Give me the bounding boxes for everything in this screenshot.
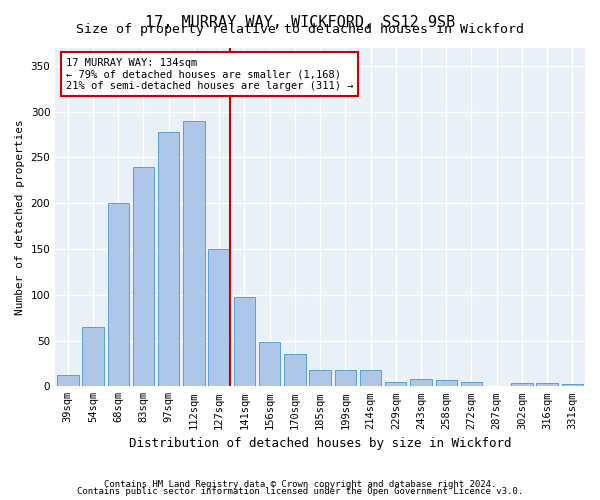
- Bar: [107, 203, 129, 386]
- Bar: [158, 132, 179, 386]
- Bar: [57, 376, 79, 386]
- Bar: [233, 298, 255, 386]
- Text: Contains public sector information licensed under the Open Government Licence v3: Contains public sector information licen…: [77, 488, 523, 496]
- Bar: [436, 380, 457, 386]
- Text: 17, MURRAY WAY, WICKFORD, SS12 9SB: 17, MURRAY WAY, WICKFORD, SS12 9SB: [145, 15, 455, 30]
- Y-axis label: Number of detached properties: Number of detached properties: [15, 119, 25, 315]
- X-axis label: Distribution of detached houses by size in Wickford: Distribution of detached houses by size …: [129, 437, 511, 450]
- Bar: [284, 354, 305, 386]
- Bar: [461, 382, 482, 386]
- Bar: [82, 327, 104, 386]
- Bar: [410, 379, 432, 386]
- Text: Size of property relative to detached houses in Wickford: Size of property relative to detached ho…: [76, 22, 524, 36]
- Bar: [183, 121, 205, 386]
- Bar: [133, 166, 154, 386]
- Bar: [511, 382, 533, 386]
- Bar: [335, 370, 356, 386]
- Text: 17 MURRAY WAY: 134sqm
← 79% of detached houses are smaller (1,168)
21% of semi-d: 17 MURRAY WAY: 134sqm ← 79% of detached …: [66, 58, 353, 91]
- Bar: [310, 370, 331, 386]
- Bar: [562, 384, 583, 386]
- Bar: [259, 342, 280, 386]
- Bar: [360, 370, 381, 386]
- Bar: [385, 382, 406, 386]
- Text: Contains HM Land Registry data © Crown copyright and database right 2024.: Contains HM Land Registry data © Crown c…: [104, 480, 496, 489]
- Bar: [208, 249, 230, 386]
- Bar: [536, 382, 558, 386]
